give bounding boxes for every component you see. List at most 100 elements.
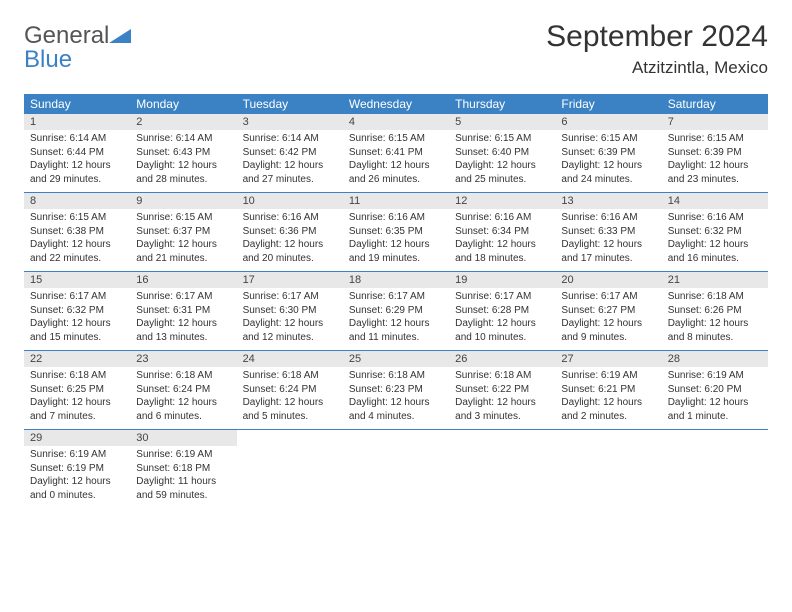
day-cell: 24Sunrise: 6:18 AMSunset: 6:24 PMDayligh… [237,351,343,429]
day-number: 9 [130,193,236,209]
day-cell: 17Sunrise: 6:17 AMSunset: 6:30 PMDayligh… [237,272,343,350]
day-number: 30 [130,430,236,446]
sunrise-text: Sunrise: 6:18 AM [668,290,762,304]
day-body: Sunrise: 6:15 AMSunset: 6:38 PMDaylight:… [24,209,130,269]
day-number: 28 [662,351,768,367]
sunrise-text: Sunrise: 6:15 AM [136,211,230,225]
daylight-text: Daylight: 12 hours and 19 minutes. [349,238,443,265]
day-cell: 2Sunrise: 6:14 AMSunset: 6:43 PMDaylight… [130,114,236,192]
day-body: Sunrise: 6:17 AMSunset: 6:27 PMDaylight:… [555,288,661,348]
day-number: 13 [555,193,661,209]
day-body: Sunrise: 6:15 AMSunset: 6:40 PMDaylight:… [449,130,555,190]
week-row: 22Sunrise: 6:18 AMSunset: 6:25 PMDayligh… [24,351,768,430]
day-body: Sunrise: 6:17 AMSunset: 6:31 PMDaylight:… [130,288,236,348]
day-number: 5 [449,114,555,130]
sunrise-text: Sunrise: 6:18 AM [349,369,443,383]
sunset-text: Sunset: 6:28 PM [455,304,549,318]
day-body: Sunrise: 6:18 AMSunset: 6:26 PMDaylight:… [662,288,768,348]
day-cell: 20Sunrise: 6:17 AMSunset: 6:27 PMDayligh… [555,272,661,350]
daylight-text: Daylight: 12 hours and 28 minutes. [136,159,230,186]
day-body: Sunrise: 6:16 AMSunset: 6:34 PMDaylight:… [449,209,555,269]
day-cell: 16Sunrise: 6:17 AMSunset: 6:31 PMDayligh… [130,272,236,350]
daylight-text: Daylight: 12 hours and 10 minutes. [455,317,549,344]
sunrise-text: Sunrise: 6:15 AM [455,132,549,146]
sunrise-text: Sunrise: 6:18 AM [455,369,549,383]
day-body: Sunrise: 6:17 AMSunset: 6:32 PMDaylight:… [24,288,130,348]
daylight-text: Daylight: 11 hours and 59 minutes. [136,475,230,502]
day-header: Saturday [662,94,768,114]
sunrise-text: Sunrise: 6:15 AM [668,132,762,146]
day-header: Tuesday [237,94,343,114]
sunrise-text: Sunrise: 6:16 AM [243,211,337,225]
day-cell: 5Sunrise: 6:15 AMSunset: 6:40 PMDaylight… [449,114,555,192]
daylight-text: Daylight: 12 hours and 9 minutes. [561,317,655,344]
sunset-text: Sunset: 6:23 PM [349,383,443,397]
daylight-text: Daylight: 12 hours and 7 minutes. [30,396,124,423]
day-number: 25 [343,351,449,367]
brand-logo: General Blue [24,24,131,72]
day-body: Sunrise: 6:19 AMSunset: 6:18 PMDaylight:… [130,446,236,506]
daylight-text: Daylight: 12 hours and 13 minutes. [136,317,230,344]
day-body: Sunrise: 6:14 AMSunset: 6:43 PMDaylight:… [130,130,236,190]
day-cell: 12Sunrise: 6:16 AMSunset: 6:34 PMDayligh… [449,193,555,271]
sunset-text: Sunset: 6:30 PM [243,304,337,318]
day-body: Sunrise: 6:17 AMSunset: 6:29 PMDaylight:… [343,288,449,348]
daylight-text: Daylight: 12 hours and 3 minutes. [455,396,549,423]
day-body: Sunrise: 6:18 AMSunset: 6:22 PMDaylight:… [449,367,555,427]
sunset-text: Sunset: 6:39 PM [561,146,655,160]
calendar: Sunday Monday Tuesday Wednesday Thursday… [24,94,768,508]
day-number: 6 [555,114,661,130]
sunrise-text: Sunrise: 6:14 AM [30,132,124,146]
sunset-text: Sunset: 6:44 PM [30,146,124,160]
day-number: 8 [24,193,130,209]
day-cell [343,430,449,508]
daylight-text: Daylight: 12 hours and 2 minutes. [561,396,655,423]
day-number: 1 [24,114,130,130]
day-number: 16 [130,272,236,288]
sunrise-text: Sunrise: 6:16 AM [349,211,443,225]
daylight-text: Daylight: 12 hours and 20 minutes. [243,238,337,265]
daylight-text: Daylight: 12 hours and 18 minutes. [455,238,549,265]
daylight-text: Daylight: 12 hours and 25 minutes. [455,159,549,186]
sunrise-text: Sunrise: 6:16 AM [668,211,762,225]
sunset-text: Sunset: 6:25 PM [30,383,124,397]
sunset-text: Sunset: 6:31 PM [136,304,230,318]
sunrise-text: Sunrise: 6:17 AM [243,290,337,304]
day-header: Monday [130,94,236,114]
day-number: 18 [343,272,449,288]
daylight-text: Daylight: 12 hours and 1 minute. [668,396,762,423]
day-body: Sunrise: 6:16 AMSunset: 6:33 PMDaylight:… [555,209,661,269]
header: General Blue September 2024 Atzitzintla,… [24,20,768,78]
day-headers-row: Sunday Monday Tuesday Wednesday Thursday… [24,94,768,114]
day-cell: 1Sunrise: 6:14 AMSunset: 6:44 PMDaylight… [24,114,130,192]
sunset-text: Sunset: 6:35 PM [349,225,443,239]
day-cell: 9Sunrise: 6:15 AMSunset: 6:37 PMDaylight… [130,193,236,271]
daylight-text: Daylight: 12 hours and 6 minutes. [136,396,230,423]
daylight-text: Daylight: 12 hours and 12 minutes. [243,317,337,344]
daylight-text: Daylight: 12 hours and 27 minutes. [243,159,337,186]
daylight-text: Daylight: 12 hours and 26 minutes. [349,159,443,186]
day-number: 21 [662,272,768,288]
daylight-text: Daylight: 12 hours and 15 minutes. [30,317,124,344]
day-body: Sunrise: 6:19 AMSunset: 6:20 PMDaylight:… [662,367,768,427]
daylight-text: Daylight: 12 hours and 17 minutes. [561,238,655,265]
sunset-text: Sunset: 6:24 PM [243,383,337,397]
day-cell: 22Sunrise: 6:18 AMSunset: 6:25 PMDayligh… [24,351,130,429]
sunset-text: Sunset: 6:37 PM [136,225,230,239]
daylight-text: Daylight: 12 hours and 11 minutes. [349,317,443,344]
sunrise-text: Sunrise: 6:15 AM [561,132,655,146]
sunset-text: Sunset: 6:21 PM [561,383,655,397]
week-row: 8Sunrise: 6:15 AMSunset: 6:38 PMDaylight… [24,193,768,272]
sunrise-text: Sunrise: 6:18 AM [30,369,124,383]
daylight-text: Daylight: 12 hours and 5 minutes. [243,396,337,423]
daylight-text: Daylight: 12 hours and 23 minutes. [668,159,762,186]
day-cell: 30Sunrise: 6:19 AMSunset: 6:18 PMDayligh… [130,430,236,508]
day-body: Sunrise: 6:17 AMSunset: 6:30 PMDaylight:… [237,288,343,348]
sunset-text: Sunset: 6:32 PM [668,225,762,239]
daylight-text: Daylight: 12 hours and 0 minutes. [30,475,124,502]
day-cell: 7Sunrise: 6:15 AMSunset: 6:39 PMDaylight… [662,114,768,192]
sunset-text: Sunset: 6:24 PM [136,383,230,397]
day-body: Sunrise: 6:16 AMSunset: 6:32 PMDaylight:… [662,209,768,269]
day-cell: 18Sunrise: 6:17 AMSunset: 6:29 PMDayligh… [343,272,449,350]
day-body: Sunrise: 6:16 AMSunset: 6:35 PMDaylight:… [343,209,449,269]
